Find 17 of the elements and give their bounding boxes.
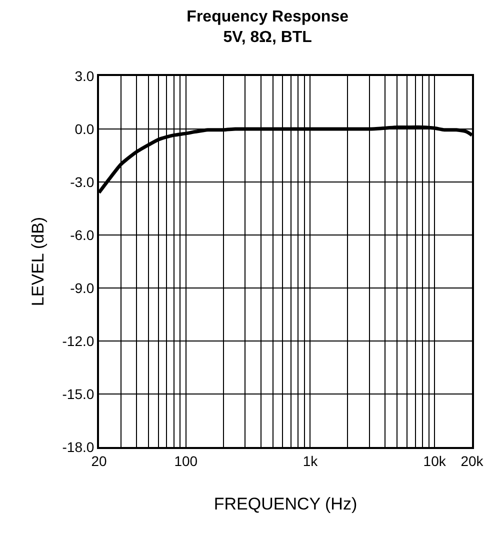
y-tick-label: -18.0 (62, 438, 94, 455)
x-axis-title: FREQUENCY (Hz) (214, 494, 358, 514)
y-tick-label: -12.0 (62, 332, 94, 349)
y-tick-label: -9.0 (70, 280, 94, 296)
x-tick-label: 1k (302, 452, 319, 469)
y-tick-label: 3.0 (74, 68, 94, 84)
chart-subtitle: 5V, 8Ω, BTL (223, 29, 312, 46)
y-axis-title: LEVEL (dB) (28, 216, 48, 306)
x-tick-label: 20k (460, 452, 484, 469)
y-tick-label: -15.0 (62, 386, 94, 402)
y-tick-label: 0.0 (74, 120, 94, 137)
x-tick-label: 100 (174, 452, 198, 469)
x-tick-label: 20 (91, 452, 107, 469)
x-tick-label: 10k (423, 452, 447, 469)
y-tick-label: -6.0 (70, 226, 94, 243)
chart-title: Frequency Response (186, 8, 349, 26)
y-tick-label: -3.0 (70, 174, 94, 190)
